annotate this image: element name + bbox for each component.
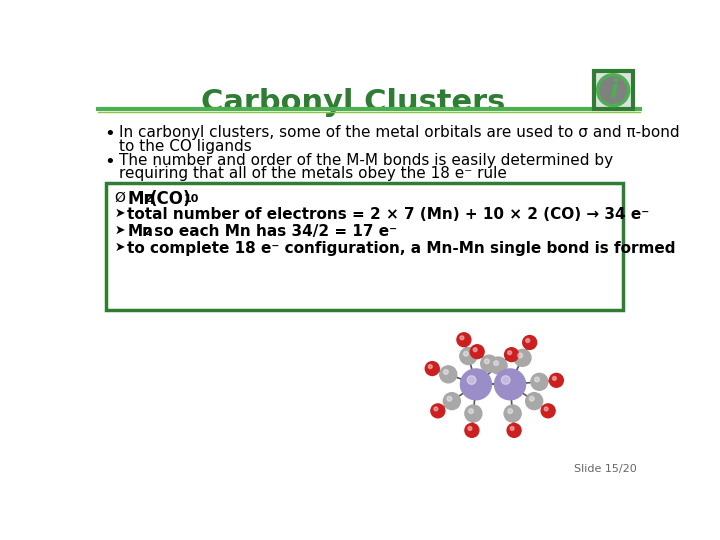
Text: Mn: Mn [127, 190, 156, 208]
Circle shape [467, 376, 476, 384]
Circle shape [468, 427, 472, 430]
Text: Carbonyl Clusters: Carbonyl Clusters [202, 88, 505, 117]
Circle shape [444, 393, 460, 410]
Circle shape [447, 396, 452, 401]
Circle shape [526, 393, 543, 410]
Circle shape [490, 357, 507, 374]
Circle shape [428, 364, 432, 368]
Circle shape [514, 349, 531, 366]
Text: In carbonyl clusters, some of the metal orbitals are used to σ and π-bond: In carbonyl clusters, some of the metal … [120, 125, 680, 140]
Bar [594, 71, 632, 110]
Circle shape [426, 362, 439, 375]
Circle shape [464, 352, 468, 356]
Circle shape [552, 376, 557, 380]
Circle shape [529, 396, 534, 401]
Circle shape [461, 369, 492, 400]
Circle shape [469, 409, 473, 414]
Text: 2: 2 [143, 227, 151, 237]
Circle shape [481, 355, 498, 372]
Text: ➤: ➤ [114, 241, 125, 254]
Text: requiring that all of the metals obey the 18 e⁻ rule: requiring that all of the metals obey th… [120, 166, 508, 181]
Circle shape [485, 359, 489, 363]
Text: Slide 15/20: Slide 15/20 [574, 464, 636, 475]
Text: The number and order of the M-M bonds is easily determined by: The number and order of the M-M bonds is… [120, 153, 613, 167]
Text: to complete 18 e⁻ configuration, a Mn-Mn single bond is formed: to complete 18 e⁻ configuration, a Mn-Mn… [127, 241, 675, 256]
Text: ➤: ➤ [114, 224, 125, 237]
Text: Ø: Ø [114, 190, 126, 204]
Circle shape [508, 351, 512, 355]
Text: •: • [104, 125, 114, 143]
Circle shape [465, 405, 482, 422]
Circle shape [535, 377, 539, 382]
Circle shape [465, 423, 479, 437]
Text: to the CO ligands: to the CO ligands [120, 139, 252, 154]
Circle shape [505, 348, 518, 362]
Circle shape [510, 427, 514, 430]
Circle shape [473, 348, 477, 352]
Text: •: • [104, 153, 114, 171]
Circle shape [440, 366, 456, 383]
Circle shape [598, 75, 629, 106]
Circle shape [495, 369, 526, 400]
Circle shape [531, 373, 548, 390]
Circle shape [508, 409, 513, 414]
Text: Mn: Mn [127, 224, 153, 239]
Circle shape [434, 407, 438, 411]
Text: 2: 2 [144, 194, 152, 204]
Text: total number of electrons = 2 × 7 (Mn) + 10 × 2 (CO) → 34 e⁻: total number of electrons = 2 × 7 (Mn) +… [127, 207, 649, 222]
Circle shape [504, 405, 521, 422]
Text: 10: 10 [184, 194, 199, 204]
Circle shape [526, 339, 530, 342]
Text: so each Mn has 34/2 = 17 e⁻: so each Mn has 34/2 = 17 e⁻ [149, 224, 397, 239]
Circle shape [494, 361, 498, 366]
Circle shape [431, 404, 445, 418]
Circle shape [523, 335, 536, 349]
Text: i: i [609, 79, 618, 103]
Text: (CO): (CO) [150, 190, 192, 208]
Text: ➤: ➤ [114, 207, 125, 220]
Circle shape [444, 369, 449, 374]
Circle shape [518, 353, 523, 358]
Circle shape [460, 336, 464, 340]
Circle shape [541, 404, 555, 418]
Circle shape [544, 407, 548, 411]
Circle shape [549, 373, 563, 387]
Circle shape [457, 333, 471, 347]
Circle shape [470, 345, 484, 359]
Circle shape [460, 348, 477, 364]
Circle shape [507, 423, 521, 437]
Circle shape [501, 376, 510, 384]
FancyBboxPatch shape [106, 183, 624, 309]
